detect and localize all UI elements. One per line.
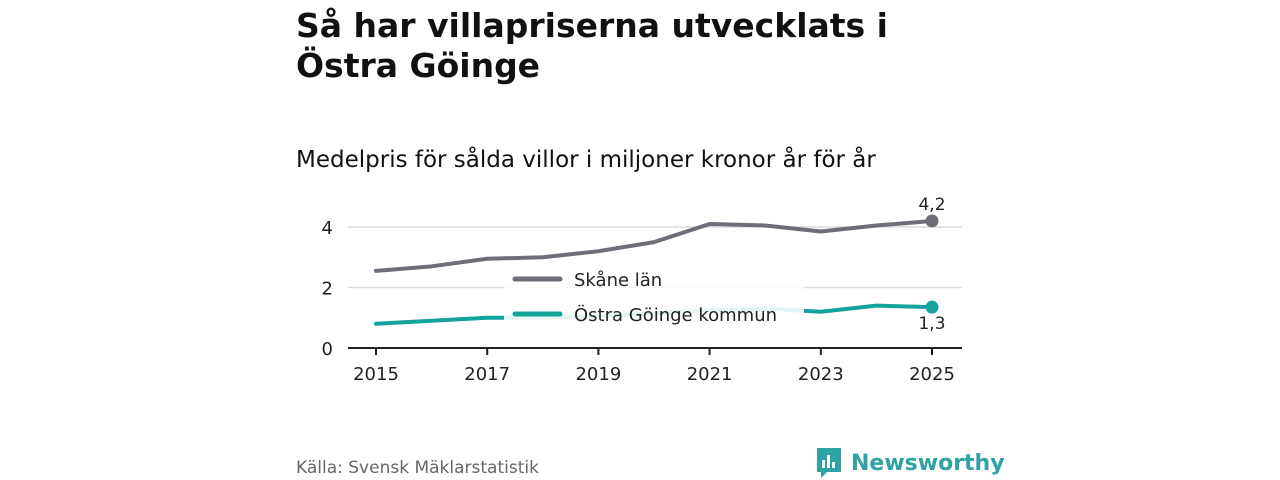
legend-label-2: Östra Göinge kommun [574,304,777,326]
x-tick-label: 2017 [464,364,510,385]
x-tick-label: 2021 [687,364,733,385]
series-end-point-1 [925,214,939,228]
brand-name: Newsworthy [851,450,1005,476]
data-label-end-2: 1,3 [918,314,945,334]
series-end-point-2 [925,300,939,314]
source-note: Källa: Svensk Mäklarstatistik [296,458,539,478]
chart-title: Så har villapriserna utvecklats i Östra … [296,6,888,85]
y-tick-label: 2 [322,279,333,300]
series-line-1 [374,218,934,273]
x-tick-label: 2019 [575,364,621,385]
legend-label-1: Skåne län [574,270,662,291]
y-tick-label: 0 [322,339,333,360]
x-tick-label: 2025 [909,364,955,385]
data-label-end-1: 4,2 [918,195,945,215]
x-tick-label: 2015 [353,364,399,385]
chart-subtitle: Medelpris för sålda villor i miljoner kr… [296,147,876,173]
x-tick-label: 2023 [798,364,844,385]
brand-logo[interactable]: Newsworthy [815,446,1005,480]
y-tick-label: 4 [322,218,333,239]
newsworthy-logo-icon [817,448,841,478]
